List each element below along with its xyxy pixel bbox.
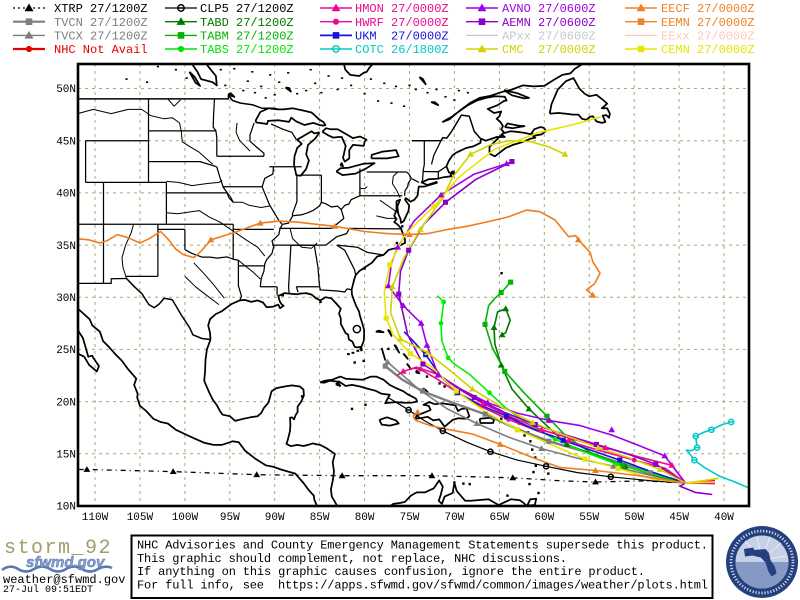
svg-text:35N: 35N [56, 241, 76, 253]
svg-text:COTC 26/1800Z: COTC 26/1800Z [355, 43, 449, 57]
svg-text:20N: 20N [56, 397, 76, 409]
svg-text:90W: 90W [265, 512, 285, 524]
svg-text:100W: 100W [172, 512, 199, 524]
svg-text:CLP5 27/1200Z: CLP5 27/1200Z [200, 2, 294, 16]
svg-text:AEMN 27/0600Z: AEMN 27/0600Z [502, 16, 596, 30]
svg-text:45N: 45N [56, 136, 76, 148]
svg-text:This graphic should complement: This graphic should complement, not repl… [137, 552, 567, 566]
svg-text:60W: 60W [534, 512, 554, 524]
svg-text:XTRP 27/1200Z: XTRP 27/1200Z [54, 2, 148, 16]
svg-text:15N: 15N [56, 450, 76, 462]
svg-text:HWRF 27/0000Z: HWRF 27/0000Z [355, 16, 449, 30]
svg-text:TABM 27/1200Z: TABM 27/1200Z [200, 30, 294, 44]
svg-text:25N: 25N [56, 345, 76, 357]
svg-text:CMC 27/0000Z: CMC 27/0000Z [502, 43, 596, 57]
svg-text:storm_92: storm_92 [4, 537, 112, 560]
svg-text:27-Jul 09:51EDT: 27-Jul 09:51EDT [3, 584, 93, 596]
svg-text:UKM 27/0000Z: UKM 27/0000Z [355, 30, 449, 44]
svg-text:30N: 30N [56, 293, 76, 305]
svg-text:50N: 50N [56, 84, 76, 96]
svg-text:HMON 27/0000Z: HMON 27/0000Z [355, 2, 449, 16]
svg-text:CEMN 27/0000Z: CEMN 27/0000Z [661, 43, 755, 57]
svg-text:TABD 27/1200Z: TABD 27/1200Z [200, 16, 294, 30]
svg-text:40N: 40N [56, 189, 76, 201]
svg-text:55W: 55W [579, 512, 599, 524]
svg-text:EEMN 27/0000Z: EEMN 27/0000Z [661, 16, 755, 30]
svg-text:45W: 45W [669, 512, 689, 524]
svg-text:TVCX 27/1200Z: TVCX 27/1200Z [54, 30, 148, 44]
svg-text:50W: 50W [624, 512, 644, 524]
svg-text:70W: 70W [444, 512, 464, 524]
svg-text:AVNO 27/0600Z: AVNO 27/0600Z [502, 2, 596, 16]
svg-text:EExx 27/0000Z: EExx 27/0000Z [661, 30, 755, 44]
svg-text:APxx 27/0600Z: APxx 27/0600Z [502, 30, 596, 44]
svg-text:weather@sfwmd.gov: weather@sfwmd.gov [3, 573, 125, 587]
svg-text:75W: 75W [400, 512, 420, 524]
svg-text:NHC Advisories and County Emer: NHC Advisories and County Emergency Mana… [137, 539, 708, 553]
svg-text:10N: 10N [56, 502, 76, 514]
svg-text:65W: 65W [489, 512, 509, 524]
svg-text:40W: 40W [714, 512, 734, 524]
svg-text:TVCN 27/1200Z: TVCN 27/1200Z [54, 16, 148, 30]
svg-text:80W: 80W [355, 512, 375, 524]
svg-text:110W: 110W [82, 512, 109, 524]
svg-text:If anything on this graphic ca: If anything on this graphic causes confu… [137, 565, 645, 579]
svg-text:TABS 27/1200Z: TABS 27/1200Z [200, 43, 294, 57]
svg-text:95W: 95W [220, 512, 240, 524]
svg-text:EECF 27/0000Z: EECF 27/0000Z [661, 2, 755, 16]
svg-text:For full info, see https://ap: For full info, see https://apps.sfwmd.go… [137, 578, 708, 592]
svg-text:NHC Not Avail: NHC Not Avail [54, 43, 148, 57]
svg-text:85W: 85W [310, 512, 330, 524]
svg-text:105W: 105W [127, 512, 154, 524]
svg-text:sfwmd.gov: sfwmd.gov [26, 554, 106, 571]
